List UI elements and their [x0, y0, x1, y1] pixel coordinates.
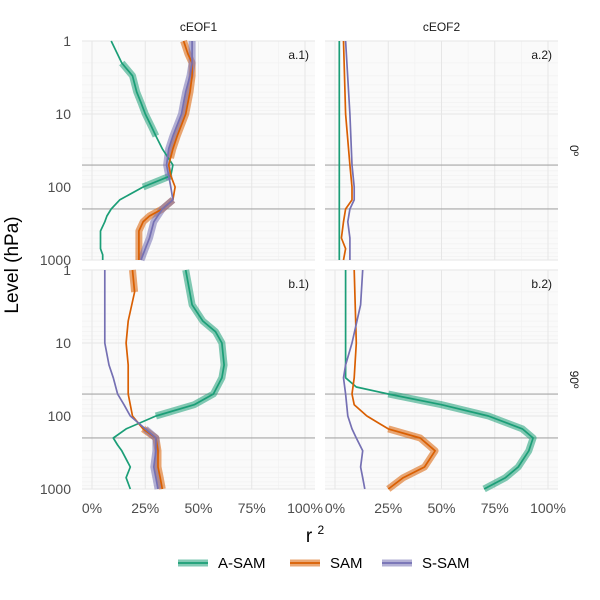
panel-a2: a.2)	[325, 40, 558, 261]
column-strip-label: cEOF2	[423, 20, 461, 34]
ssam-line	[342, 269, 366, 490]
panel-b2: b.2)	[325, 269, 558, 493]
legend: A-SAM SAM S-SAM	[178, 555, 470, 572]
panel-tag: a.1)	[288, 48, 309, 62]
sam-line	[138, 40, 193, 260]
ssam-line	[344, 40, 356, 260]
sam-line	[340, 40, 353, 261]
sam-line	[351, 269, 436, 490]
panel-b1: b.1)	[82, 269, 315, 490]
y-tick-label: 1	[63, 33, 71, 49]
legend-label: A-SAM	[218, 555, 266, 572]
ssam-line	[103, 270, 159, 490]
y-tick-label: 1000	[40, 252, 71, 268]
legend-item-ssam: S-SAM	[382, 555, 470, 572]
panel-tag: b.2)	[531, 277, 552, 291]
x-tick-label: 25%	[374, 500, 402, 516]
row-strip-label: 90º	[567, 371, 581, 389]
x-tick-label: 100%	[287, 500, 323, 516]
panel-tag: b.1)	[288, 277, 309, 291]
x-tick-label: 50%	[427, 500, 455, 516]
y-tick-label: 10	[55, 106, 71, 122]
panel-tag: a.2)	[531, 48, 552, 62]
y-tick-label: 1	[63, 262, 71, 278]
x-tick-label: 75%	[481, 500, 509, 516]
panel-a1: a.1)	[82, 39, 315, 262]
column-strip-label: cEOF1	[180, 20, 218, 34]
legend-item-sam: SAM	[290, 555, 363, 572]
x-tick-label: 25%	[131, 500, 159, 516]
x-axis-title: r 2	[306, 523, 325, 547]
legend-item-asam: A-SAM	[178, 555, 266, 572]
x-tick-label: 0%	[325, 500, 345, 516]
row-strip-label: 0º	[567, 145, 581, 157]
legend-label: SAM	[330, 555, 363, 572]
x-tick-label: 0%	[82, 500, 102, 516]
y-tick-label: 1000	[40, 481, 71, 497]
x-tick-label: 100%	[530, 500, 566, 516]
legend-label: S-SAM	[422, 555, 470, 572]
x-axis-title-base: r	[306, 526, 313, 547]
x-tick-label: 50%	[184, 500, 212, 516]
sam-line	[125, 269, 164, 490]
x-tick-label: 75%	[238, 500, 266, 516]
asam-line	[112, 269, 225, 490]
y-axis-title: Level (hPa)	[2, 216, 23, 313]
asam-line	[344, 270, 534, 490]
panels-layer: a.1) a.2) b.1) b.2)	[82, 39, 558, 493]
y-tick-label: 100	[48, 179, 72, 195]
x-axis-title-exponent: 2	[317, 523, 324, 537]
y-tick-label: 10	[55, 335, 71, 351]
y-tick-label: 100	[48, 408, 72, 424]
ssam-line	[140, 41, 193, 261]
